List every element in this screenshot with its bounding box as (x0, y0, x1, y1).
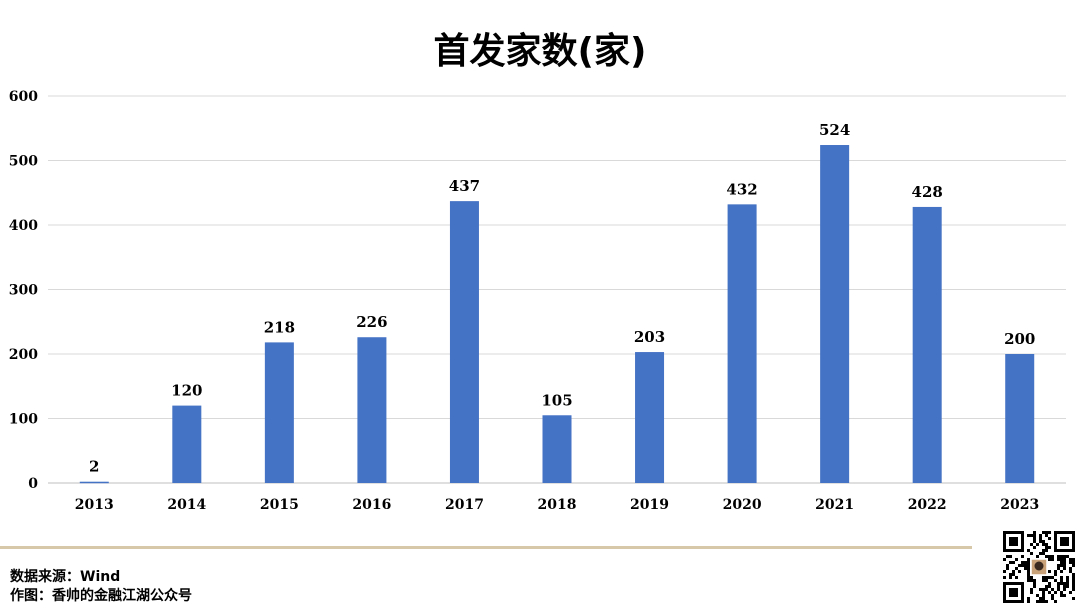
bar-2017 (449, 201, 479, 483)
x-tick-label: 2015 (260, 497, 299, 513)
y-tick-label: 400 (9, 218, 38, 234)
y-tick-label: 200 (9, 347, 38, 363)
x-tick-label: 2022 (908, 497, 947, 513)
data-label-2016: 226 (356, 313, 387, 331)
qr-code-icon (1003, 531, 1075, 603)
bar-2013 (79, 481, 109, 484)
y-tick-label: 0 (28, 476, 38, 492)
data-label-2015: 218 (264, 318, 295, 336)
bars (79, 145, 1035, 484)
x-tick-label: 2021 (815, 497, 854, 513)
data-label-2023: 200 (1004, 330, 1035, 348)
x-tick-label: 2018 (538, 497, 577, 513)
footer-divider (0, 546, 972, 549)
y-tick-label: 600 (9, 89, 38, 105)
data-label-2021: 524 (819, 121, 850, 139)
x-tick-label: 2017 (445, 497, 484, 513)
chart-title: 首发家数(家) (433, 31, 647, 72)
bar-2018 (542, 415, 572, 483)
bar-2021 (820, 145, 850, 483)
x-tick-label: 2023 (1000, 497, 1039, 513)
x-tick-label: 2019 (630, 497, 669, 513)
x-tick-label: 2013 (75, 497, 114, 513)
bar-chart: 2 120 218 226 437 105 203 432 524 428 200 0 100 200 3… (9, 89, 1066, 513)
x-axis-ticks: 2013 2014 2015 2016 2017 2018 2019 2020 2021 2022… (75, 497, 1039, 513)
x-tick-label: 2014 (167, 497, 206, 513)
data-labels: 2 120 218 226 437 105 203 432 524 428 200 (89, 121, 1035, 476)
bar-2023 (1005, 354, 1035, 483)
y-tick-label: 100 (9, 412, 38, 428)
bar-2022 (912, 206, 942, 483)
y-tick-label: 500 (9, 154, 38, 170)
data-label-2013: 2 (89, 458, 99, 476)
bar-2020 (727, 204, 757, 484)
author-note: 作图：香帅的金融江湖公众号 (10, 588, 192, 604)
bar-2015 (264, 342, 294, 483)
y-axis-ticks: 0 100 200 300 400 500 600 (9, 89, 38, 492)
data-label-2018: 105 (541, 391, 572, 409)
data-label-2022: 428 (912, 183, 943, 201)
data-label-2019: 203 (634, 328, 665, 346)
data-label-2014: 120 (171, 382, 202, 400)
y-tick-label: 300 (9, 283, 38, 299)
bar-2014 (172, 405, 202, 483)
x-tick-label: 2020 (723, 497, 762, 513)
bar-2019 (635, 352, 665, 483)
x-tick-label: 2016 (352, 497, 391, 513)
data-label-2020: 432 (726, 180, 757, 198)
data-label-2017: 437 (449, 177, 480, 195)
source-note: 数据来源：Wind (10, 569, 121, 585)
bar-2016 (357, 337, 387, 483)
